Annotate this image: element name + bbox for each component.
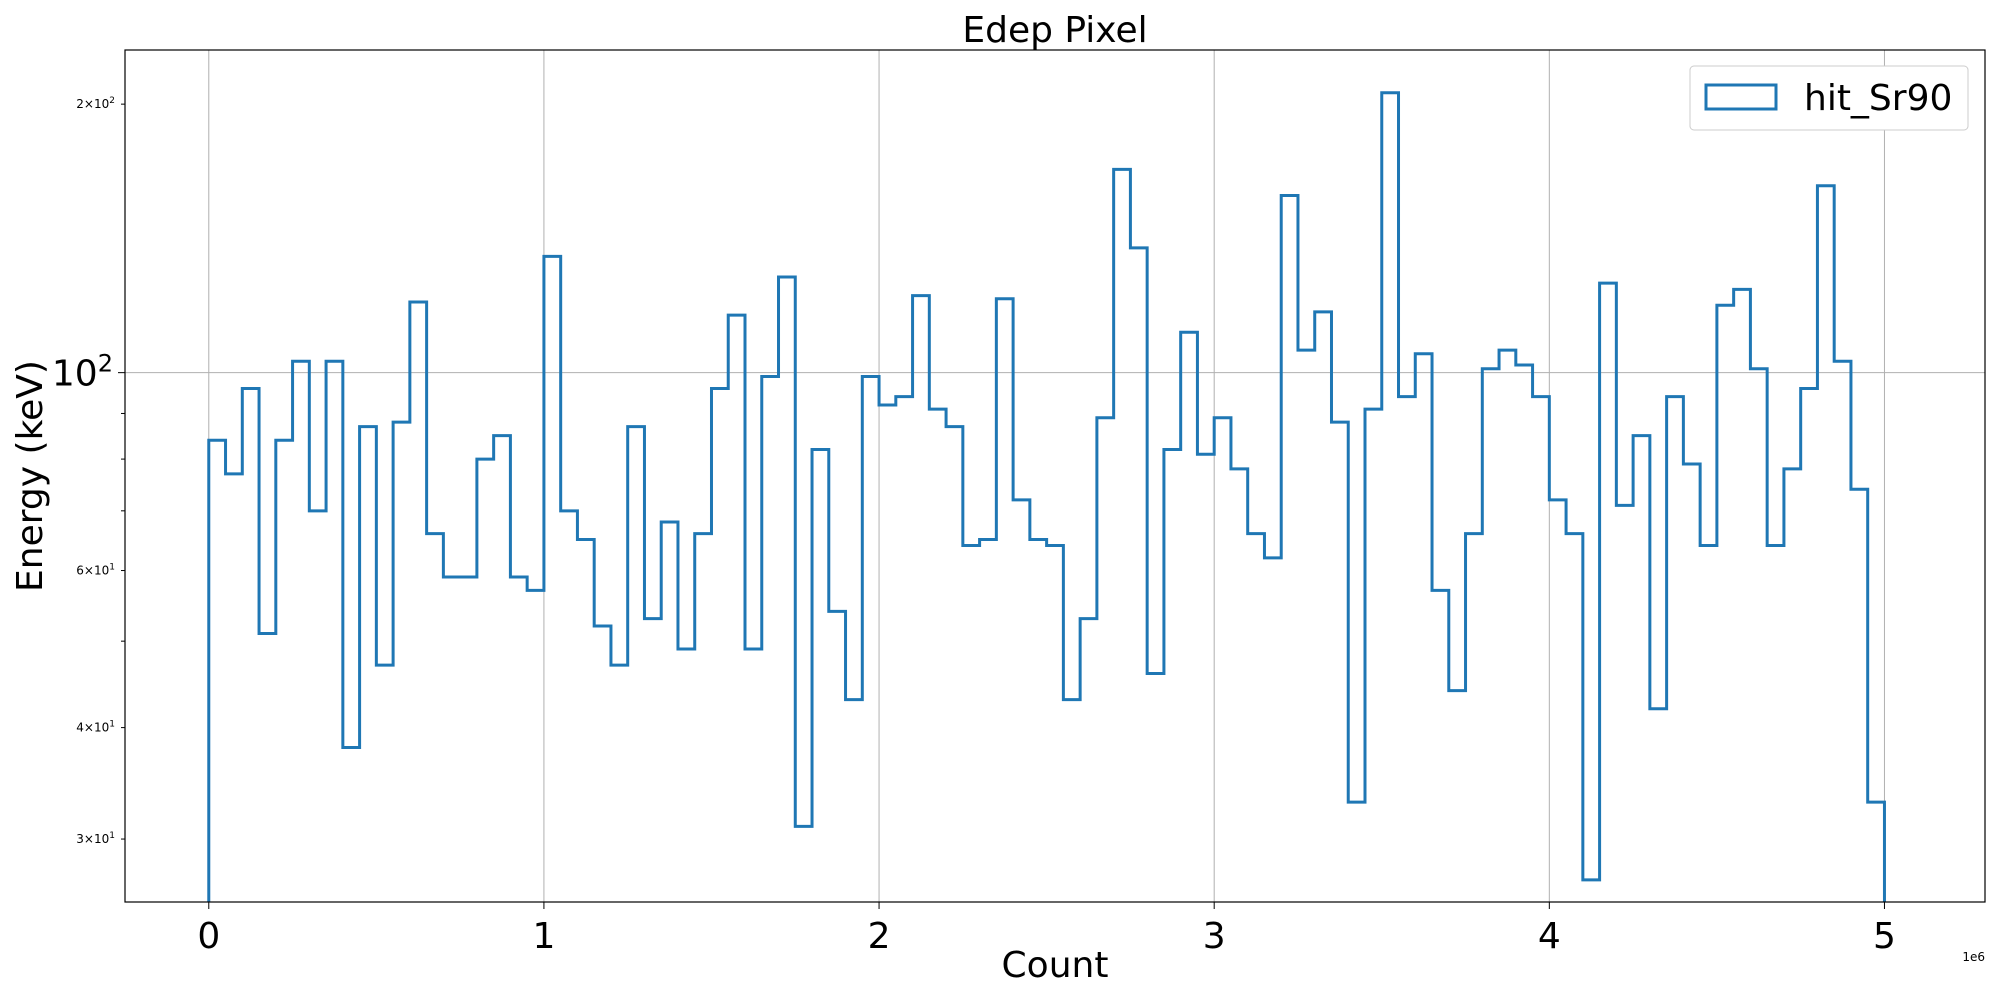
legend-frame xyxy=(1689,65,1969,131)
histogram-step-line xyxy=(207,91,1886,902)
ticks: 0 1 2 3 4 5 102 3×101 4×101 6×101 2×102 xyxy=(52,96,1896,957)
legend: hit_Sr90 xyxy=(1689,65,1969,131)
legend-swatch xyxy=(1704,83,1778,111)
x-tick-label: 4 xyxy=(1538,916,1561,957)
y-tick-label-minor: 6×101 xyxy=(76,563,115,578)
y-tick-label-major: 102 xyxy=(52,350,113,395)
data-layer xyxy=(207,91,1886,902)
y-tick-label-minor: 4×101 xyxy=(76,720,115,735)
x-tick-label: 3 xyxy=(1203,916,1226,957)
x-tick-label: 5 xyxy=(1873,916,1896,957)
x-axis-offset-label: 1e6 xyxy=(1962,950,1985,964)
legend-label: hit_Sr90 xyxy=(1804,78,1952,119)
x-tick-label: 2 xyxy=(868,916,891,957)
y-tick-label-minor: 2×102 xyxy=(76,96,115,111)
x-tick-label: 1 xyxy=(532,916,555,957)
x-tick-label: 0 xyxy=(197,916,220,957)
y-tick-label-minor: 3×101 xyxy=(76,831,115,846)
chart-title: Edep Pixel xyxy=(962,10,1147,51)
y-axis-label: Energy (keV) xyxy=(10,360,51,592)
x-axis-label: Count xyxy=(1002,945,1109,986)
plot-area-frame xyxy=(124,49,1986,903)
